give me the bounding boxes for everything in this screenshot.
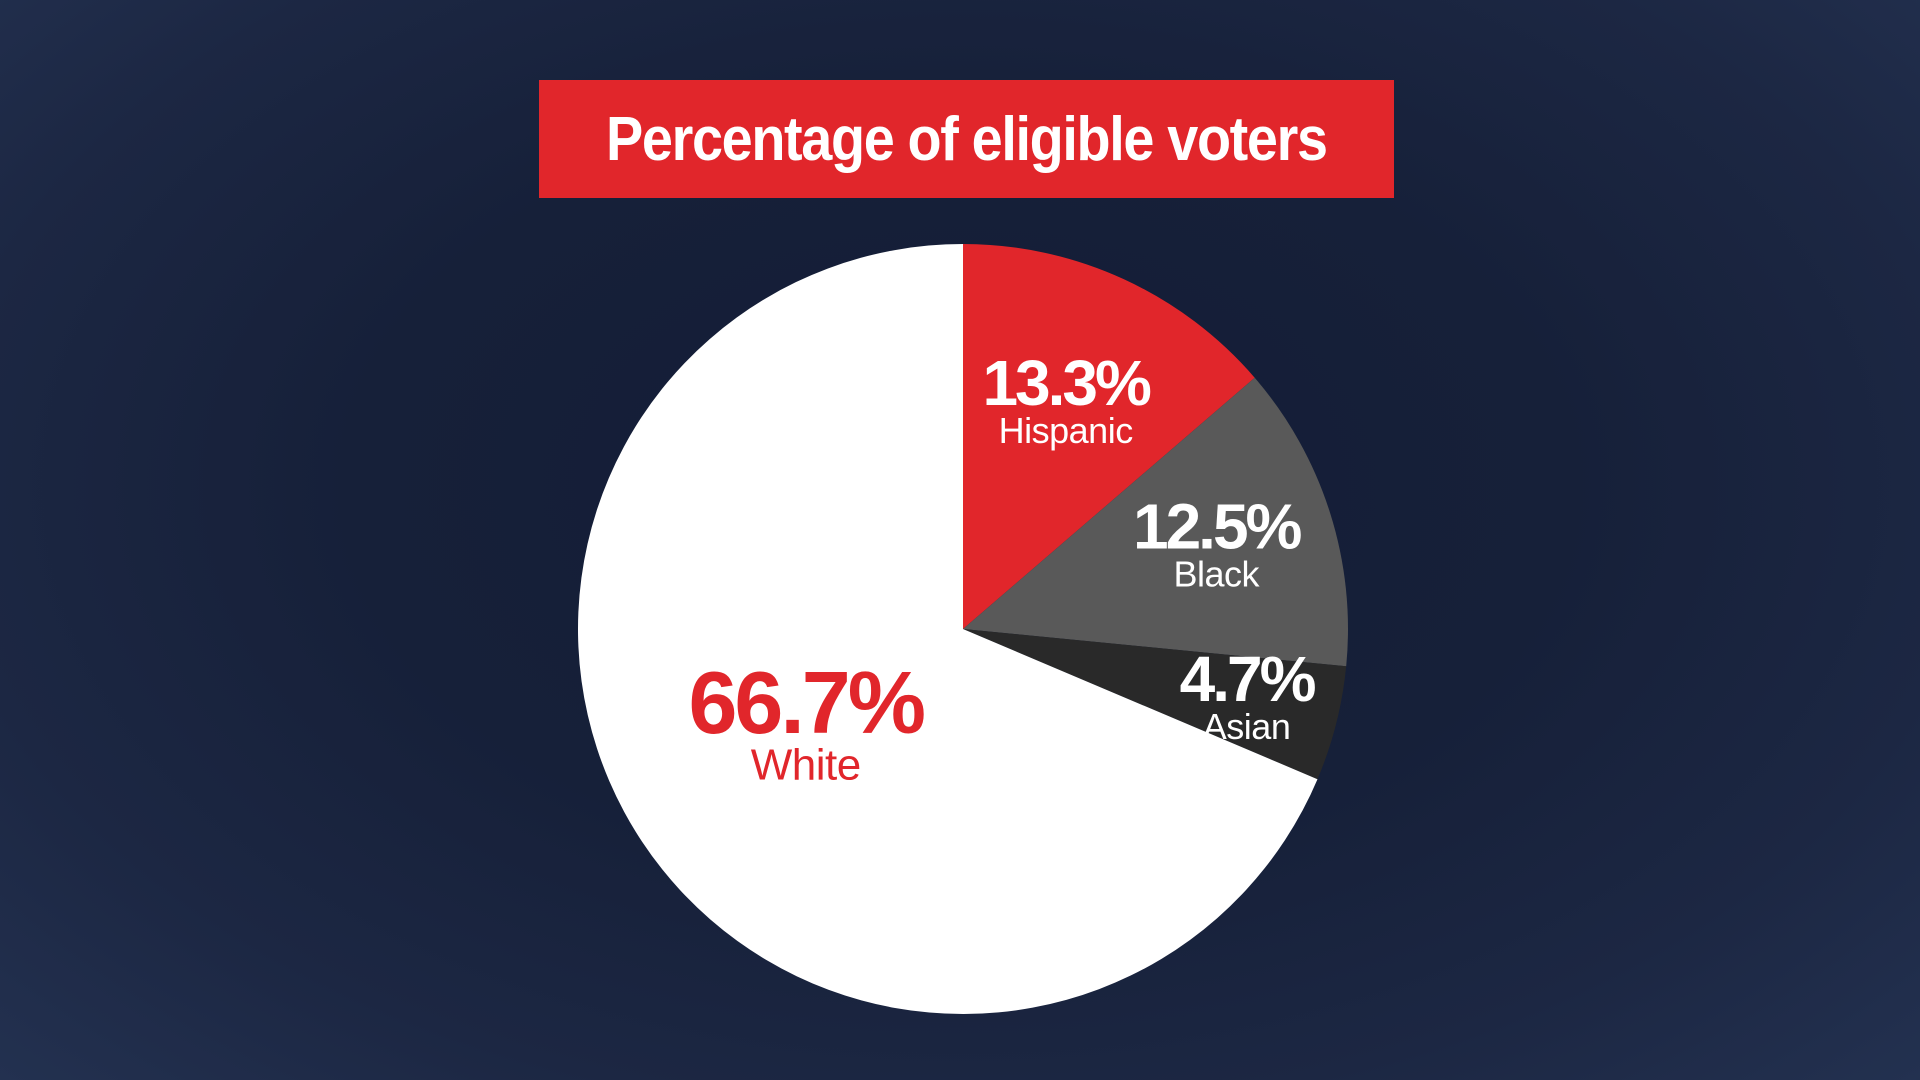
slice-value-black: 12.5% <box>1133 491 1302 563</box>
slice-value-hispanic: 13.3% <box>982 347 1151 419</box>
pie-labels: 13.3%Hispanic 12.5%Black 4.7%Asian 66.7%Whi… <box>688 347 1318 789</box>
pie-slice-white <box>578 244 1318 1014</box>
chart-title-banner: Percentage of eligible voters <box>539 80 1394 198</box>
pie-slices <box>578 244 1348 1014</box>
slice-label-black: Black <box>1173 554 1260 595</box>
slice-label-hispanic: Hispanic <box>999 410 1134 451</box>
slice-value-asian: 4.7% <box>1180 643 1316 715</box>
pie-slice-asian <box>963 629 1347 780</box>
slice-value-white: 66.7% <box>688 653 923 752</box>
chart-title: Percentage of eligible voters <box>606 104 1328 174</box>
slice-label-asian: Asian <box>1203 706 1291 747</box>
slice-label-white: White <box>751 740 861 789</box>
pie-slice-black <box>963 377 1348 667</box>
pie-slice-hispanic <box>963 244 1255 629</box>
